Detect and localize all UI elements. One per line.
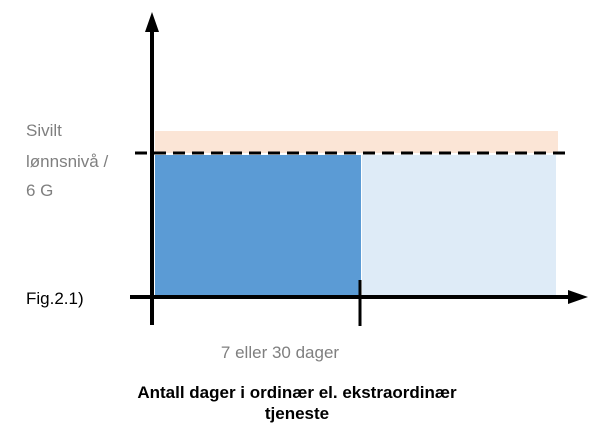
y-axis-arrow — [145, 12, 159, 32]
y-label-line: 6 G — [26, 181, 53, 200]
y-label-line: Sivilt — [26, 121, 62, 140]
x-axis-title: Antall dager i ordinær el. ekstraordinær — [137, 383, 457, 402]
y-label-line: lønnsnivå / — [26, 152, 108, 171]
light-blue-block — [362, 155, 556, 296]
dark-blue-block — [155, 155, 361, 296]
figure-label: Fig.2.1) — [26, 289, 84, 308]
x-axis-title: tjeneste — [265, 404, 329, 423]
x-axis-arrow — [568, 290, 588, 304]
x-tick-label: 7 eller 30 dager — [221, 343, 339, 362]
orange-band — [155, 131, 558, 153]
